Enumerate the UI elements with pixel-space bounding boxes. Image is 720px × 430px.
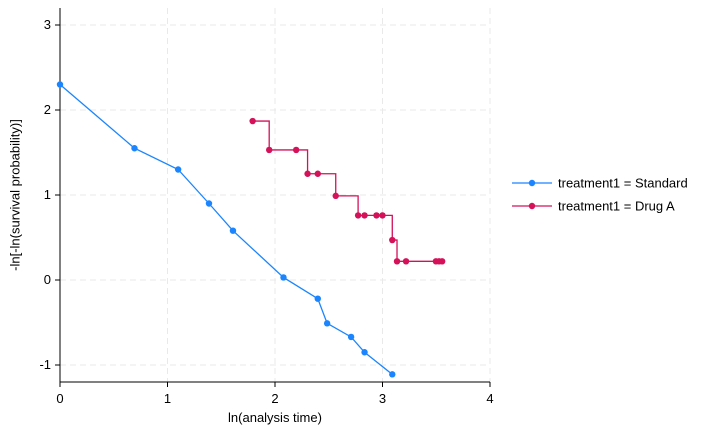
series-1-point-12 [402, 258, 410, 265]
y-tick-label-2: 1 [44, 187, 51, 202]
legend-label-1: treatment1 = Drug A [558, 199, 675, 214]
series-1-point-8 [373, 212, 380, 219]
y-tick-label-4: 3 [44, 17, 51, 32]
series-0-point-4 [229, 227, 237, 234]
series-0-point-0 [56, 81, 64, 88]
series-1-point-3 [304, 170, 311, 177]
series-1-point-10 [389, 236, 396, 244]
y-tick-label-3: 2 [44, 102, 51, 117]
series-0-point-6 [314, 295, 321, 302]
series-1-point-1 [265, 146, 273, 154]
x-tick-label-3: 3 [379, 391, 386, 406]
axes: 0 1 2 3 4 -1 0 1 2 3 [39, 8, 494, 406]
legend-label-0: treatment1 = Standard [558, 176, 688, 191]
series-1-point-15 [438, 258, 446, 265]
x-axis-label: ln(analysis time) [228, 410, 322, 425]
series-layer [56, 81, 446, 378]
series-0-point-3 [205, 200, 213, 207]
series-0-point-8 [347, 333, 355, 341]
x-tick-label-0: 0 [56, 391, 63, 406]
series-1-point-9 [379, 212, 386, 219]
series-0-point-5 [280, 274, 287, 281]
series-0-point-1 [131, 145, 138, 152]
series-1-point-0 [249, 117, 256, 125]
series-1-point-7 [361, 212, 368, 219]
legend-marker-0 [528, 179, 536, 187]
series-1-point-11 [393, 258, 401, 265]
series-0-point-9 [361, 349, 368, 356]
series-0-point-7 [323, 320, 331, 327]
legend: treatment1 = Standard treatment1 = Drug A [512, 176, 688, 214]
series-1-point-5 [332, 192, 339, 200]
x-tick-label-2: 2 [271, 391, 278, 406]
series-line-1 [252, 120, 443, 262]
x-tick-label-1: 1 [164, 391, 171, 406]
series-0-point-2 [174, 166, 182, 173]
series-1-point-4 [314, 170, 321, 177]
y-tick-label-0: -1 [39, 357, 51, 372]
y-axis-label: -ln[-ln(survival probability)] [7, 119, 22, 271]
x-tick-label-4: 4 [486, 391, 493, 406]
series-1-point-2 [292, 146, 300, 154]
y-tick-label-1: 0 [44, 272, 51, 287]
series-1-point-6 [354, 212, 362, 219]
legend-marker-1 [528, 202, 536, 210]
series-0-point-10 [389, 371, 396, 378]
